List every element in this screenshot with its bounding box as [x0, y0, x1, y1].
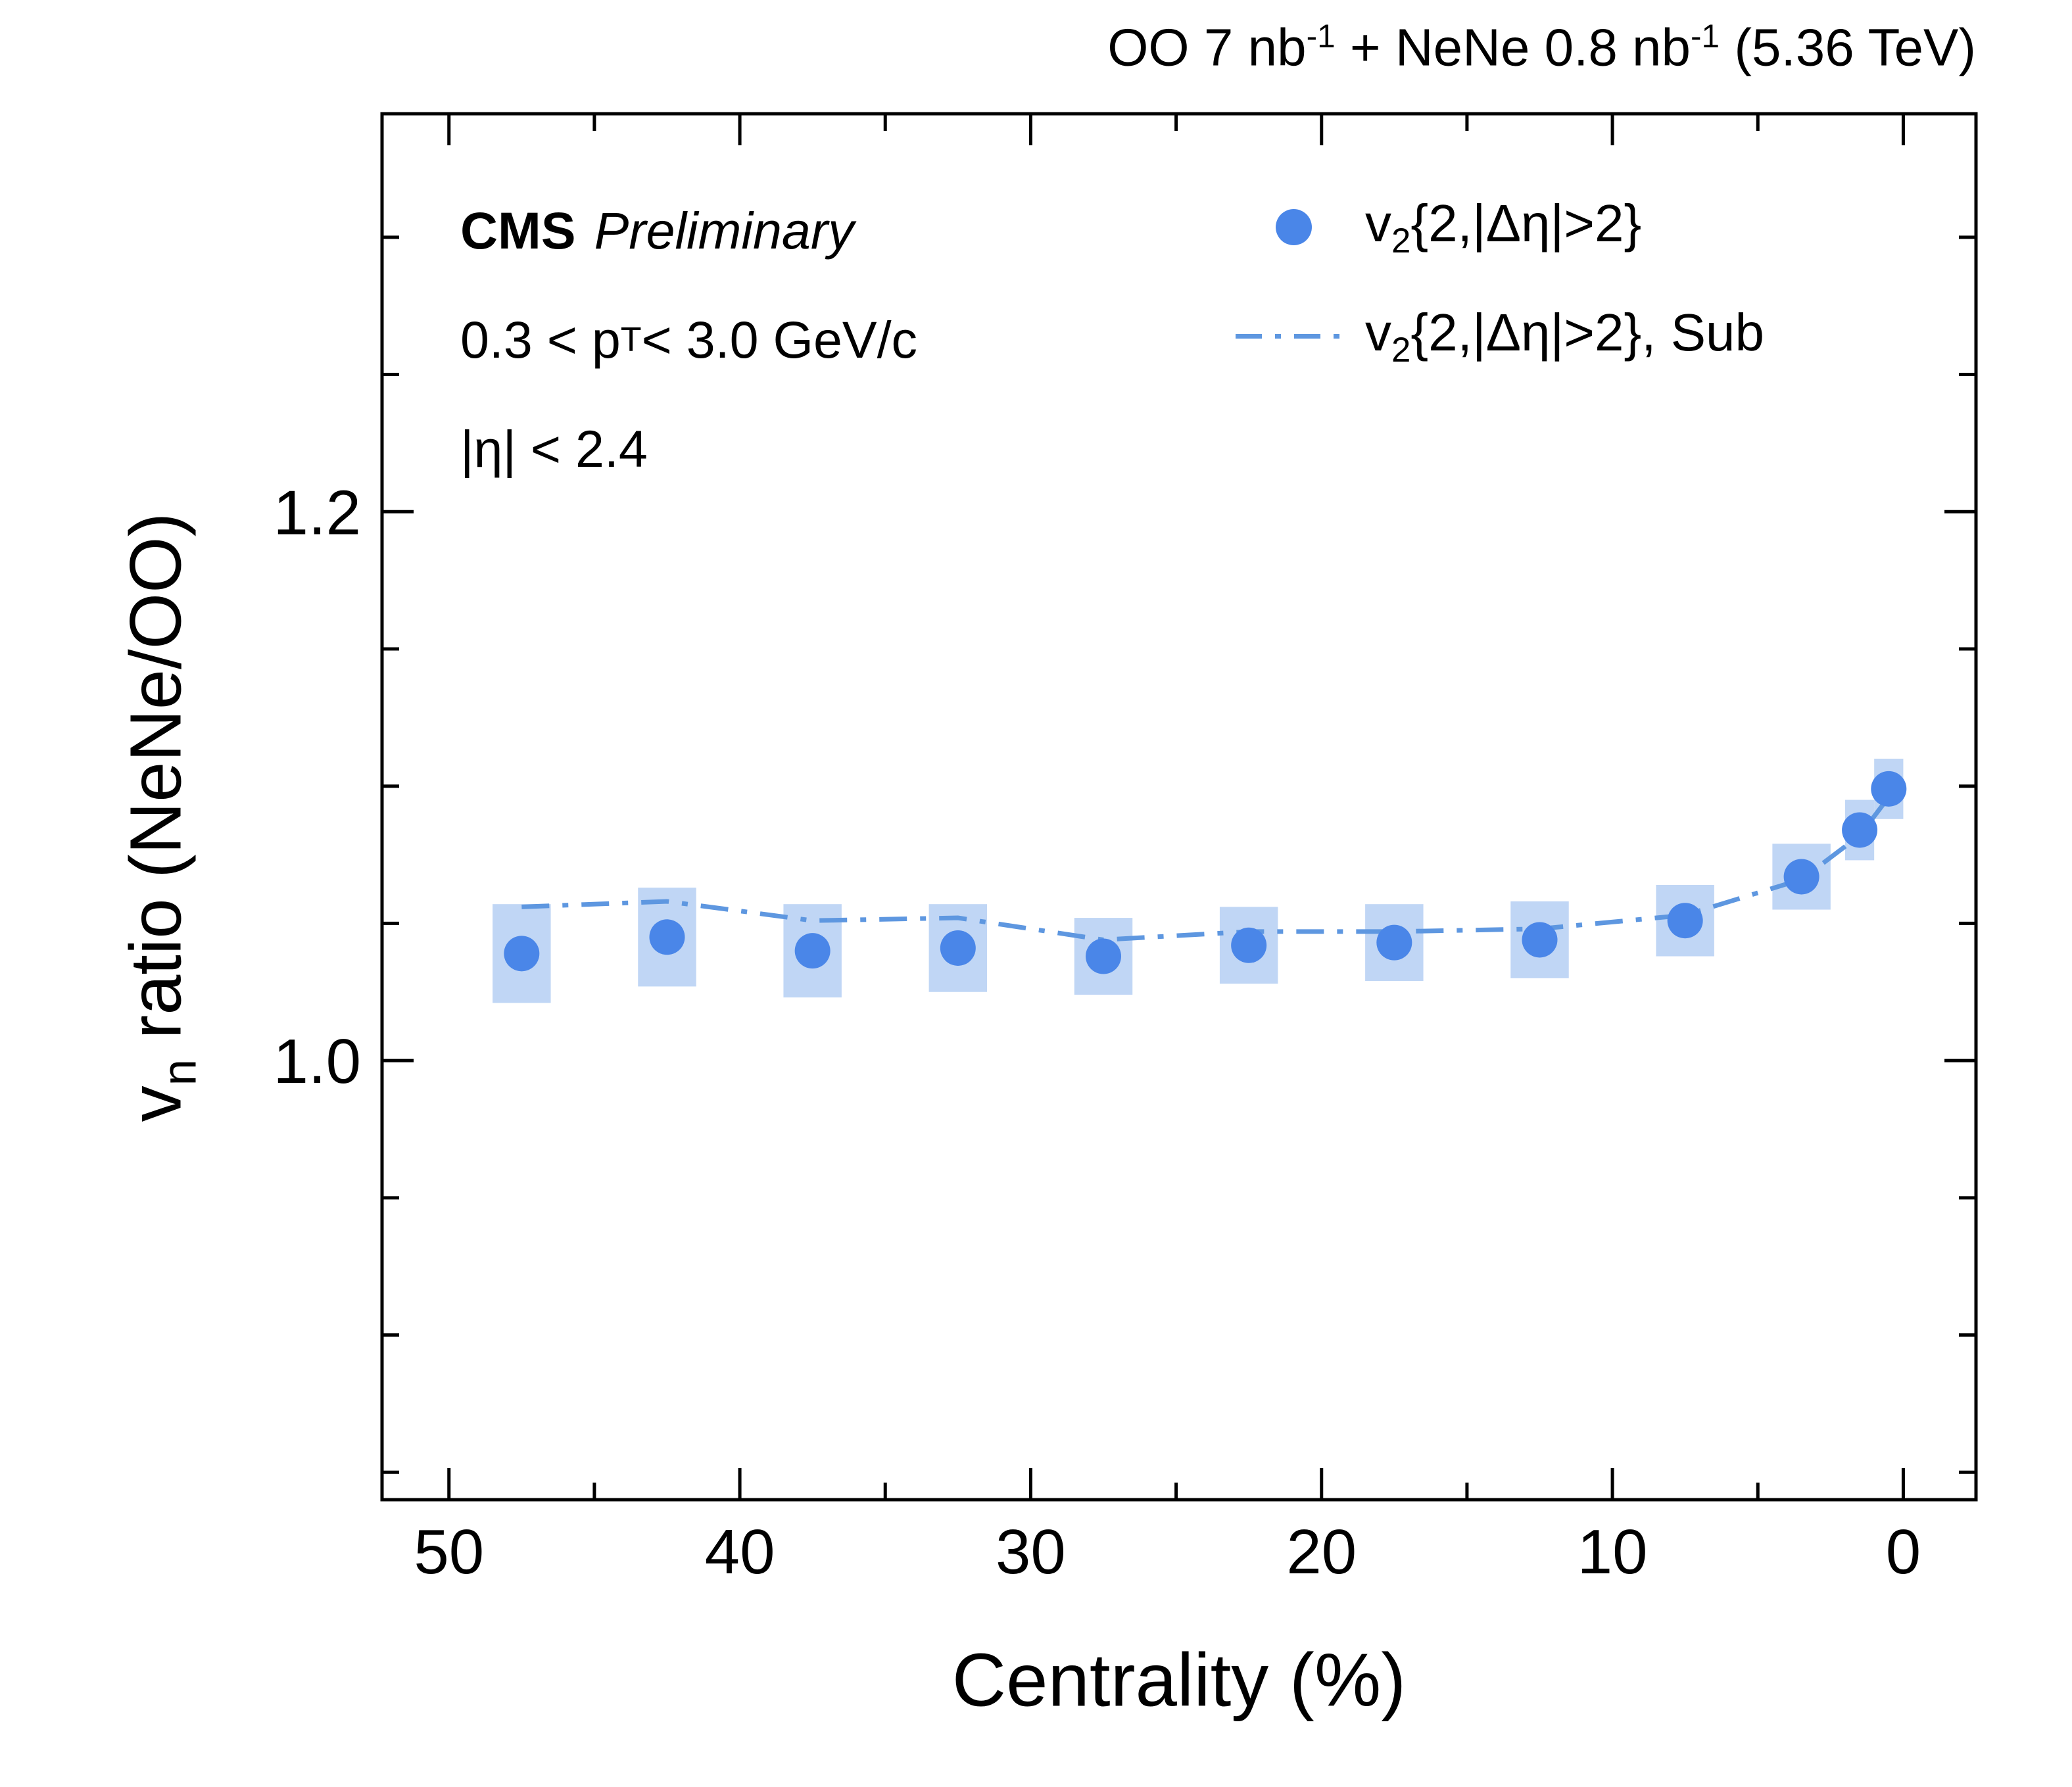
luminosity-text: + NeNe 0.8 nb — [1335, 18, 1691, 77]
superscript: -1 — [1306, 18, 1336, 55]
luminosity-text: OO 7 nb — [1107, 18, 1307, 77]
data-point-marker — [1842, 812, 1878, 848]
energy-text: (5.36 TeV) — [1720, 18, 1976, 77]
pt-text: < 3.0 GeV/c — [641, 310, 918, 369]
data-point-marker — [794, 933, 831, 969]
circle-marker-icon — [1275, 208, 1312, 245]
legend-text: v — [1365, 193, 1391, 252]
legend-symbol-cell — [1231, 208, 1356, 245]
data-point-marker — [1085, 938, 1121, 974]
legend-symbol-cell — [1231, 333, 1356, 339]
data-point-marker — [940, 930, 976, 966]
x-tick-label: 0 — [1886, 1517, 1921, 1587]
y-tick-label: 1.2 — [274, 477, 361, 548]
status-label: Preliminary — [594, 201, 854, 260]
legend-text: v — [1365, 302, 1391, 362]
x-tick-label: 30 — [996, 1517, 1066, 1587]
plot-frame — [380, 112, 1978, 1502]
data-point-marker — [504, 936, 540, 972]
subscript: 2 — [1391, 330, 1411, 369]
legend-label: v2{2,|Δη|>2} — [1365, 193, 1641, 261]
pt-text: 0.3 < p — [460, 310, 621, 369]
y-tick-label: 1.0 — [274, 1026, 361, 1097]
y-axis-title: vn ratio (NeNe/OO) — [114, 513, 207, 1122]
data-point-marker — [1783, 859, 1819, 895]
x-tick-label: 10 — [1578, 1517, 1648, 1587]
data-point-marker — [1871, 771, 1907, 807]
x-axis-title: Centrality (%) — [952, 1638, 1407, 1723]
data-point-marker — [1231, 927, 1267, 963]
experiment-line: CMS Preliminary — [460, 176, 917, 285]
x-tick-label: 20 — [1286, 1517, 1357, 1587]
data-point-marker — [649, 919, 685, 955]
subscript: 2 — [1391, 221, 1411, 260]
legend-entry-v2-sub: v2{2,|Δη|>2}, Sub — [1231, 281, 1764, 391]
legend-entry-v2: v2{2,|Δη|>2} — [1231, 172, 1764, 281]
legend-text: {2,|Δη|>2} — [1410, 193, 1642, 252]
superscript: -1 — [1691, 18, 1720, 55]
subscript: n — [153, 1059, 206, 1086]
legend-text: {2,|Δη|>2}, Sub — [1410, 302, 1765, 362]
eta-range-label: |η| < 2.4 — [460, 419, 648, 478]
dashdot-line-icon — [1236, 333, 1351, 339]
data-point-marker — [1376, 924, 1412, 961]
x-tick-label: 40 — [705, 1517, 775, 1587]
subscript: T — [620, 321, 642, 359]
legend-label: v2{2,|Δη|>2}, Sub — [1365, 302, 1764, 370]
y-title-text: ratio (NeNe/OO) — [115, 512, 197, 1059]
legend: v2{2,|Δη|>2} v2{2,|Δη|>2}, Sub — [1231, 172, 1764, 391]
data-point-marker — [1522, 922, 1558, 958]
luminosity-title: OO 7 nb-1 + NeNe 0.8 nb-1 (5.36 TeV) — [1107, 17, 1976, 78]
data-point-marker — [1667, 903, 1703, 939]
x-tick-label: 50 — [414, 1517, 484, 1587]
experiment-label: CMS — [460, 201, 576, 260]
y-title-text: v — [115, 1085, 197, 1122]
